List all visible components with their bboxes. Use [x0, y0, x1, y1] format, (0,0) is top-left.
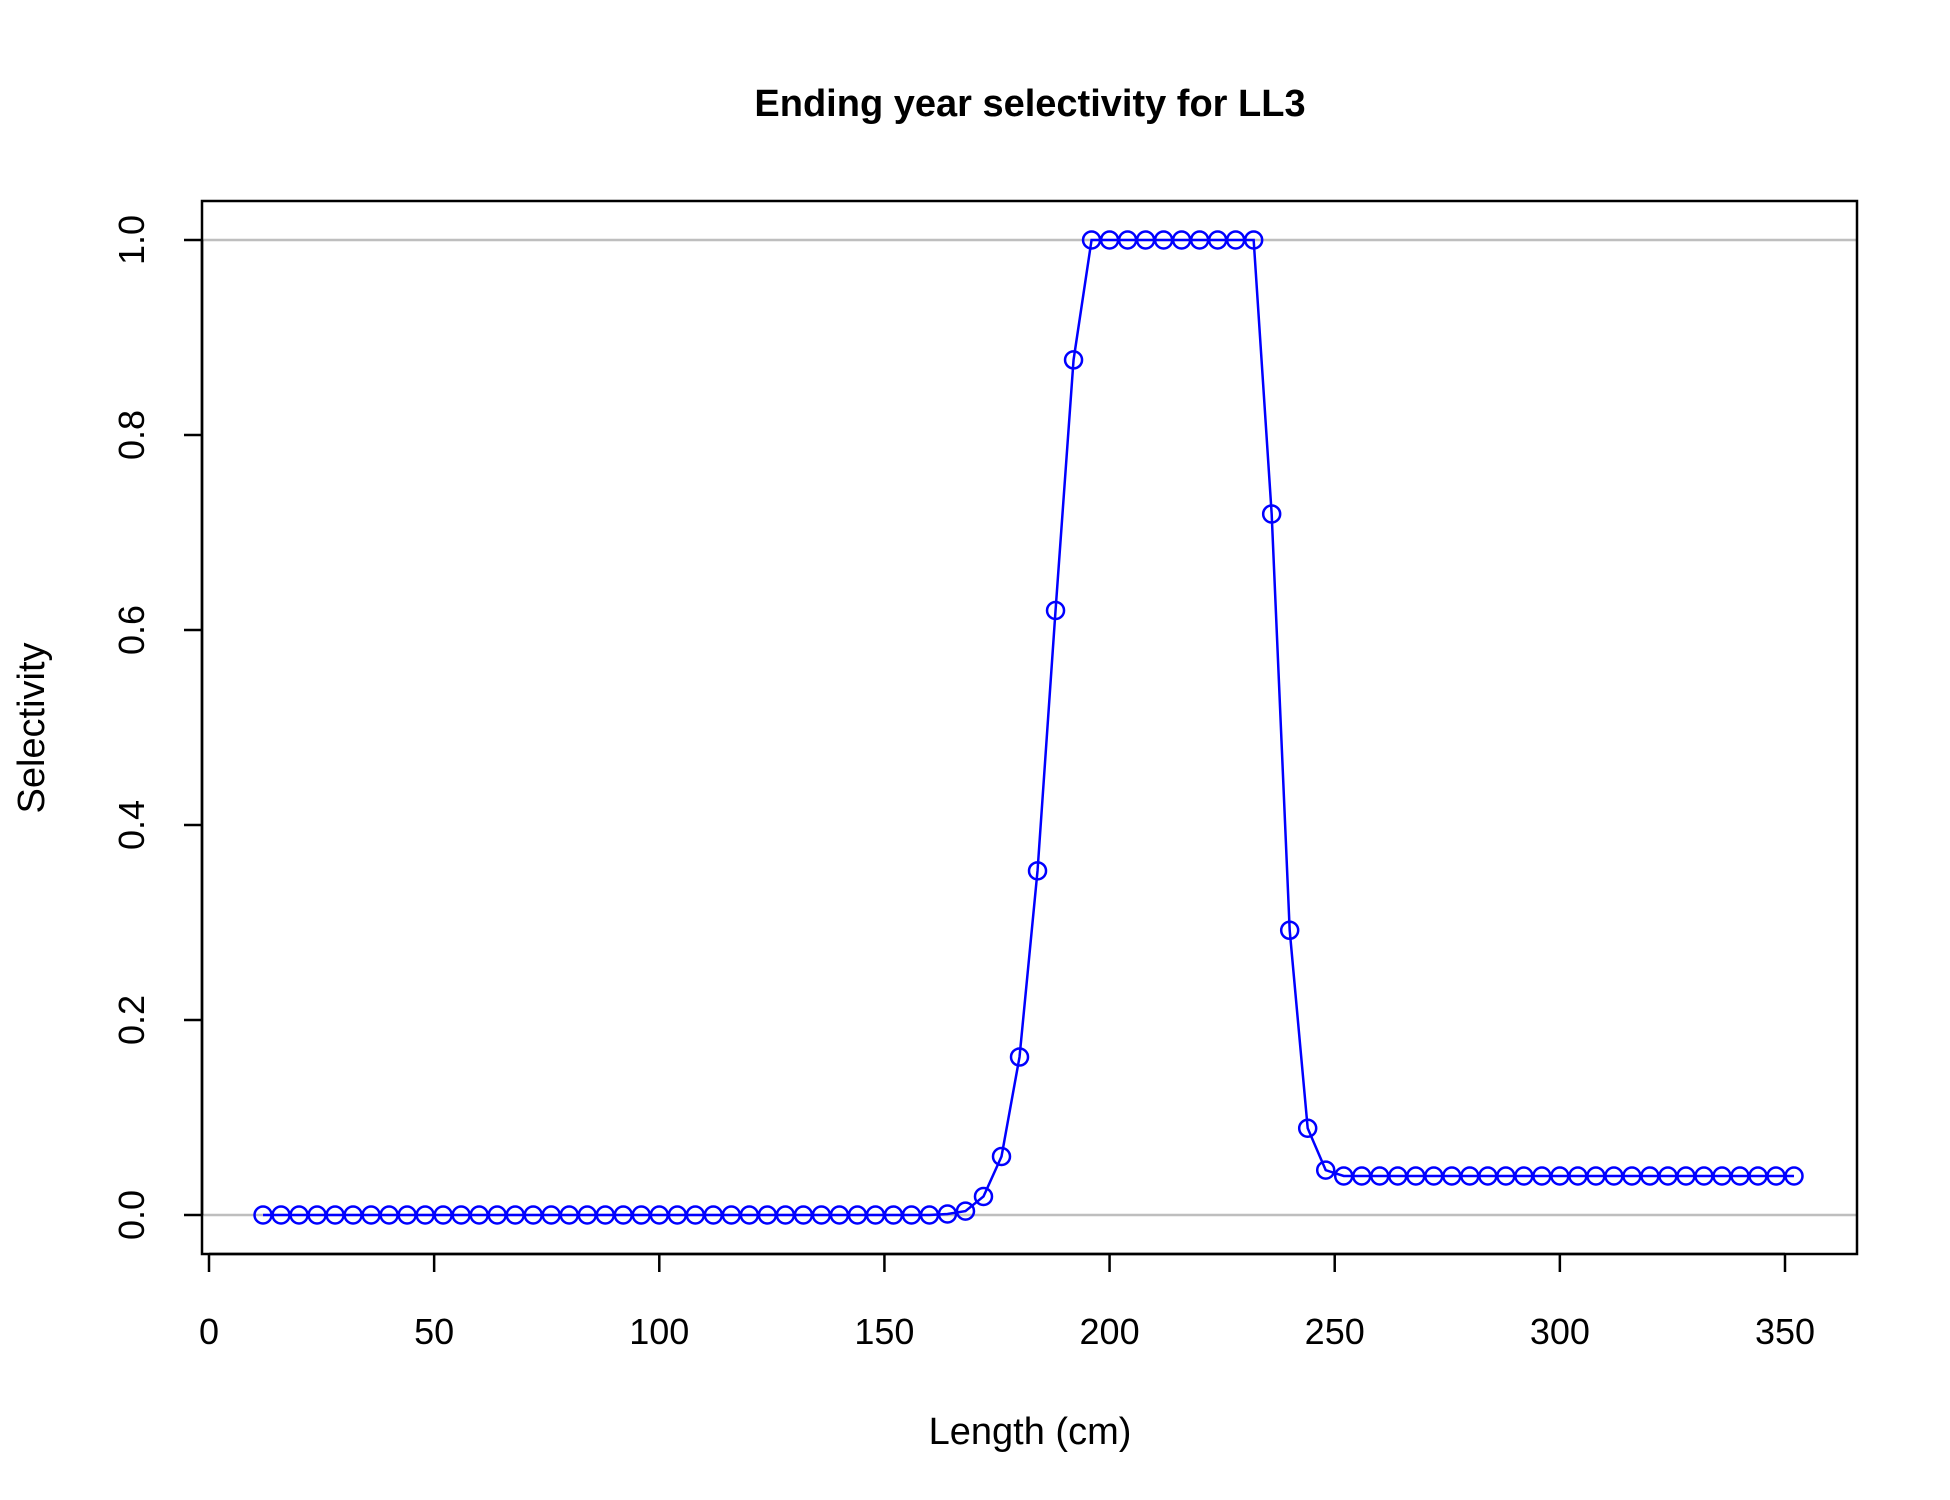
- data-point-85: [1784, 1166, 1804, 1186]
- data-point-40: [973, 1186, 994, 1207]
- data-point-38: [937, 1204, 958, 1224]
- x-tick-label-1: 50: [414, 1311, 454, 1352]
- x-tick-label-5: 250: [1305, 1311, 1365, 1352]
- data-point-45: [1063, 350, 1084, 370]
- reference-lines: [202, 238, 1857, 1217]
- plot-area-border: [200, 199, 1859, 1256]
- y-tick-label-2: 0.4: [111, 800, 152, 850]
- data-point-57: [1279, 920, 1300, 941]
- x-tick-label-3: 150: [854, 1311, 914, 1352]
- y-tick-label-4: 0.8: [111, 410, 152, 460]
- data-point-56: [1261, 504, 1282, 524]
- chart-title: Ending year selectivity for LL3: [754, 83, 1305, 125]
- data-point-43: [1027, 861, 1048, 881]
- y-tick-label-0: 0.0: [111, 1190, 152, 1240]
- data-point-39: [955, 1201, 976, 1221]
- x-tick-label-2: 100: [629, 1311, 689, 1352]
- data-point-41: [991, 1146, 1012, 1167]
- x-tick-label-0: 0: [199, 1311, 219, 1352]
- data-point-55: [1243, 230, 1264, 250]
- x-tick-label-6: 300: [1530, 1311, 1590, 1352]
- x-axis: 0 50 100 150 200 250 300 350: [199, 1252, 1815, 1352]
- series-layer: [253, 230, 1804, 1225]
- x-tick-label-7: 350: [1755, 1311, 1815, 1352]
- x-tick-label-4: 200: [1080, 1311, 1140, 1352]
- y-axis: 0.0 0.2 0.4 0.6 0.8 1.0: [111, 215, 204, 1240]
- data-point-58: [1297, 1118, 1318, 1138]
- x-axis-label: Length (cm): [929, 1411, 1132, 1453]
- series-line-0: [263, 238, 1795, 1217]
- data-point-59: [1315, 1160, 1336, 1180]
- y-axis-label: Selectivity: [11, 642, 53, 813]
- y-tick-label-3: 0.6: [111, 605, 152, 655]
- data-point-44: [1045, 600, 1066, 621]
- y-tick-label-1: 0.2: [111, 995, 152, 1045]
- data-point-42: [1009, 1047, 1030, 1067]
- y-tick-label-5: 1.0: [111, 215, 152, 265]
